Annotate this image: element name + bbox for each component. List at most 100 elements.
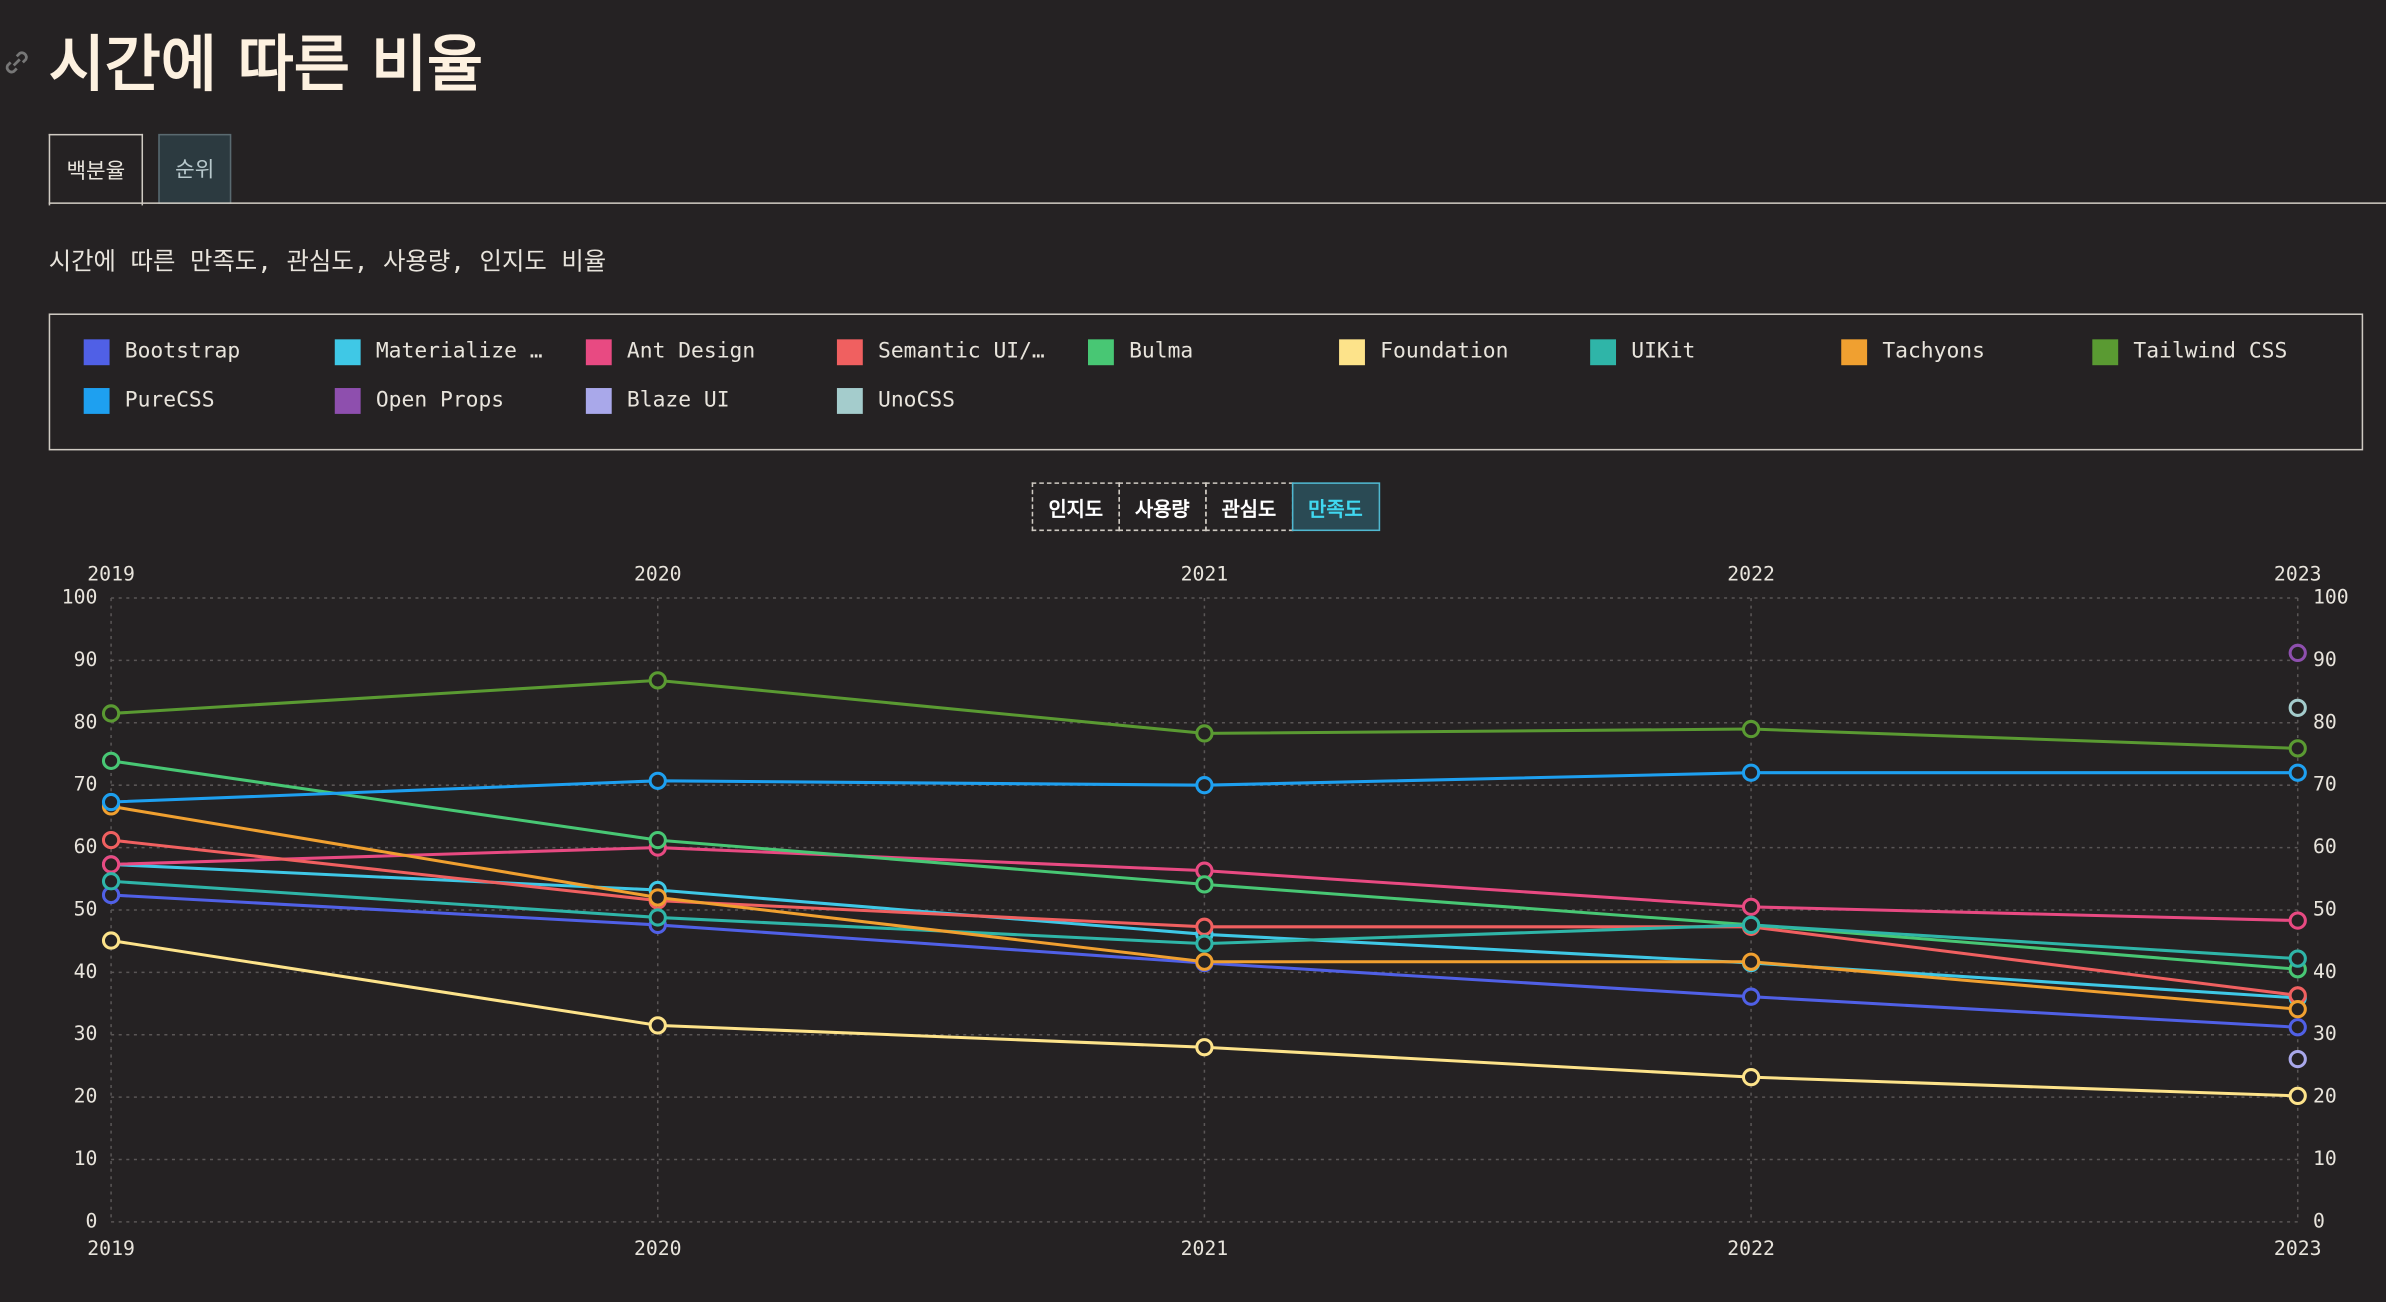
y-tick-label: 30 bbox=[74, 1022, 98, 1045]
x-tick-label: 2022 bbox=[1727, 1237, 1775, 1260]
data-point bbox=[1195, 724, 1214, 743]
legend-label: Blaze UI bbox=[626, 388, 730, 413]
legend-label: Tachyons bbox=[1882, 339, 1985, 364]
data-point bbox=[101, 751, 121, 770]
y-tick-label: 0 bbox=[85, 1209, 97, 1232]
page-title: 시간에 따른 비율 bbox=[48, 30, 484, 101]
link-icon[interactable] bbox=[3, 49, 30, 76]
y-tick-label: 20 bbox=[2313, 1085, 2337, 1108]
data-point bbox=[648, 671, 667, 690]
legend-swatch bbox=[334, 388, 361, 414]
legend-swatch bbox=[83, 339, 110, 366]
y-tick-label: 50 bbox=[74, 897, 98, 920]
legend-label: Ant Design bbox=[626, 339, 756, 364]
data-point bbox=[648, 771, 667, 790]
y-tick-label: 30 bbox=[2313, 1022, 2337, 1045]
data-point bbox=[648, 888, 667, 907]
legend-swatch bbox=[836, 339, 863, 366]
x-tick-label: 2019 bbox=[87, 563, 135, 586]
data-point bbox=[2288, 698, 2307, 717]
data-point bbox=[1741, 987, 1761, 1006]
tab[interactable]: 백분율 bbox=[48, 133, 144, 206]
x-tick-label: 2020 bbox=[634, 563, 682, 586]
legend-item[interactable]: Semantic UI/… bbox=[836, 339, 1088, 388]
data-point bbox=[1195, 917, 1214, 936]
data-point bbox=[101, 704, 121, 723]
x-tick-label: 2022 bbox=[1727, 563, 1775, 586]
x-tick-label: 2021 bbox=[1181, 1237, 1229, 1260]
metric-buttons: 인지도 사용량 관심도 만족도 bbox=[1031, 482, 1380, 532]
legend-item[interactable]: Ant Design bbox=[585, 339, 837, 388]
legend-swatch bbox=[1088, 339, 1114, 366]
legend-label: Bootstrap bbox=[124, 339, 241, 364]
data-point bbox=[1741, 897, 1761, 916]
legend-label: Open Props bbox=[375, 388, 505, 413]
legend-item[interactable]: PureCSS bbox=[83, 388, 335, 437]
data-point bbox=[1741, 952, 1761, 971]
legend-item[interactable]: Materialize … bbox=[334, 339, 586, 388]
data-point bbox=[101, 830, 121, 850]
data-point bbox=[1741, 763, 1761, 782]
metric-button[interactable]: 인지도 bbox=[1031, 482, 1120, 532]
legend-item[interactable]: Bootstrap bbox=[83, 339, 335, 388]
x-tick-label: 2019 bbox=[87, 1237, 135, 1260]
metric-button[interactable]: 관심도 bbox=[1204, 482, 1293, 532]
legend-label: PureCSS bbox=[124, 388, 215, 413]
legend-item[interactable]: Bulma bbox=[1088, 339, 1339, 388]
metric-button[interactable]: 사용량 bbox=[1118, 482, 1207, 532]
legend: Bootstrap Materialize … Ant Design Semantic… bbox=[48, 313, 2364, 451]
legend-label: Semantic UI/… bbox=[878, 339, 1045, 364]
metric-button[interactable]: 만족도 bbox=[1291, 482, 1380, 532]
legend-item[interactable]: UnoCSS bbox=[836, 388, 1088, 437]
legend-label: Tailwind CSS bbox=[2133, 339, 2288, 364]
legend-label: Bulma bbox=[1129, 339, 1194, 364]
tab-divider bbox=[48, 202, 2386, 204]
data-point bbox=[2288, 949, 2307, 968]
y-tick-label: 20 bbox=[74, 1085, 98, 1108]
data-point bbox=[1741, 719, 1761, 739]
data-point bbox=[1741, 1068, 1761, 1087]
data-point bbox=[1195, 875, 1214, 894]
data-point bbox=[101, 792, 121, 812]
legend-swatch bbox=[2092, 339, 2119, 366]
data-point bbox=[2288, 763, 2307, 782]
y-tick-label: 50 bbox=[2313, 897, 2337, 920]
data-point bbox=[2288, 1086, 2307, 1106]
y-tick-label: 70 bbox=[74, 773, 98, 796]
legend-label: Materialize … bbox=[375, 339, 543, 364]
legend-item[interactable]: Foundation bbox=[1339, 339, 1590, 388]
legend-item[interactable]: Open Props bbox=[334, 388, 586, 437]
legend-swatch bbox=[83, 388, 110, 414]
data-point bbox=[1741, 915, 1761, 935]
legend-item[interactable]: Blaze UI bbox=[585, 388, 837, 437]
y-tick-label: 10 bbox=[2313, 1147, 2337, 1170]
y-tick-label: 90 bbox=[2313, 648, 2337, 671]
legend-item[interactable]: UIKit bbox=[1590, 339, 1841, 388]
legend-swatch bbox=[334, 339, 361, 366]
data-point bbox=[101, 855, 121, 874]
y-tick-label: 40 bbox=[2313, 960, 2337, 983]
tab[interactable]: 순위 bbox=[158, 133, 232, 204]
y-tick-label: 100 bbox=[62, 586, 98, 609]
y-tick-label: 10 bbox=[74, 1147, 98, 1170]
legend-swatch bbox=[1841, 339, 1868, 366]
data-point bbox=[101, 931, 121, 950]
data-point bbox=[2288, 1018, 2307, 1037]
data-point bbox=[1195, 934, 1214, 953]
legend-item[interactable]: Tachyons bbox=[1841, 339, 2092, 388]
x-tick-label: 2020 bbox=[634, 1237, 682, 1260]
description: 시간에 따른 만족도, 관심도, 사용량, 인지도 비율 bbox=[48, 246, 607, 276]
x-tick-label: 2021 bbox=[1181, 563, 1229, 586]
y-tick-label: 90 bbox=[74, 648, 98, 671]
data-point bbox=[101, 872, 121, 891]
legend-item[interactable]: Tailwind CSS bbox=[2092, 339, 2343, 388]
data-point bbox=[1195, 776, 1214, 795]
data-point bbox=[2288, 911, 2307, 930]
data-point bbox=[1195, 952, 1214, 971]
legend-swatch bbox=[585, 388, 612, 414]
y-tick-label: 80 bbox=[74, 710, 98, 733]
legend-swatch bbox=[585, 339, 612, 366]
data-point bbox=[2288, 739, 2307, 758]
